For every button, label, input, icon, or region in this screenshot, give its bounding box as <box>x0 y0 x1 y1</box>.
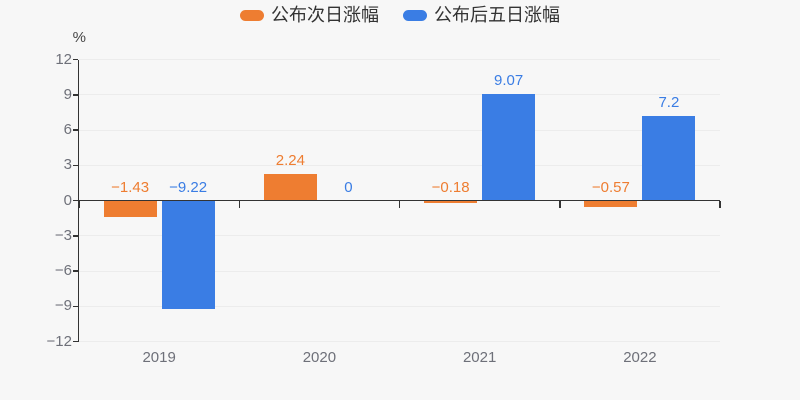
y-axis-tick-label: −9 <box>54 297 72 315</box>
grid-line <box>79 59 720 60</box>
bar-value-label: 9.07 <box>494 71 524 89</box>
grid-line <box>79 164 720 166</box>
bar-value-label: −0.57 <box>591 178 630 196</box>
grid-line <box>79 341 720 342</box>
y-axis-tick <box>72 270 78 272</box>
x-axis-tick <box>78 200 80 208</box>
x-axis-tick <box>238 200 240 208</box>
y-axis-tick <box>72 199 78 202</box>
x-axis-category-label: 2022 <box>623 349 657 366</box>
y-axis-tick-label: −3 <box>54 226 72 244</box>
bar[interactable] <box>161 200 215 309</box>
grid-line <box>79 94 720 96</box>
bar[interactable] <box>482 93 536 201</box>
y-axis-tick-label: −12 <box>46 332 72 350</box>
x-axis-category-label: 2019 <box>142 349 176 366</box>
legend-swatch-blue-icon <box>403 9 427 21</box>
grid-line <box>79 235 720 237</box>
legend-item-next-day-change[interactable]: 公布次日涨幅 <box>240 5 379 25</box>
bar[interactable] <box>424 200 478 203</box>
y-axis-tick <box>72 305 78 307</box>
y-axis-tick-label: 0 <box>63 191 72 209</box>
bar[interactable] <box>642 115 696 201</box>
y-axis-tick <box>72 129 78 131</box>
bar-value-label: −9.22 <box>169 178 208 196</box>
chart-legend: 公布次日涨幅 公布后五日涨幅 <box>0 5 800 25</box>
y-axis-tick-label: 3 <box>63 156 72 174</box>
bar-value-label: 7.2 <box>658 93 680 111</box>
y-axis-tick <box>72 235 78 237</box>
y-axis-tick-label: 9 <box>63 85 72 103</box>
legend-label-five-day-change: 公布后五日涨幅 <box>434 5 560 25</box>
bar[interactable] <box>584 200 638 208</box>
bar-value-label: 2.24 <box>275 152 305 170</box>
y-axis-tick <box>72 164 78 166</box>
bar[interactable] <box>263 174 317 201</box>
x-axis-tick <box>719 200 721 208</box>
x-axis-category-label: 2020 <box>302 349 337 366</box>
x-axis-tick <box>559 200 561 208</box>
y-axis-tick <box>72 94 78 96</box>
bar[interactable] <box>103 200 157 218</box>
bar-value-label: −0.18 <box>431 178 470 196</box>
x-axis-category-label: 2021 <box>462 349 497 366</box>
y-axis-tick <box>72 340 78 343</box>
legend-swatch-orange-icon <box>240 9 264 21</box>
y-axis-tick-label: −6 <box>54 262 72 279</box>
legend-item-five-day-change[interactable]: 公布后五日涨幅 <box>403 5 560 25</box>
y-axis-tick-label: 6 <box>63 121 72 138</box>
y-axis-unit-label: % <box>72 29 86 46</box>
grid-line <box>79 305 720 307</box>
legend-label-next-day-change: 公布次日涨幅 <box>271 5 379 25</box>
x-axis-tick <box>398 200 401 208</box>
y-axis-tick-label: 12 <box>55 50 72 68</box>
bar-value-label: 0 <box>344 178 353 196</box>
bar-value-label: −1.43 <box>111 178 150 196</box>
y-axis-tick <box>72 58 78 61</box>
grid-line <box>79 129 720 131</box>
grid-line <box>79 270 720 272</box>
